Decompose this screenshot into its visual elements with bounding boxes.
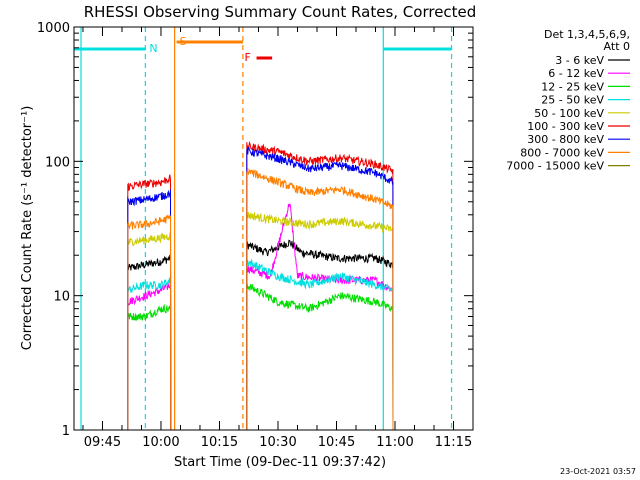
flag-label-F: F	[245, 51, 251, 64]
series-line-4	[127, 277, 172, 431]
y-axis-ticks: 1 10 100 1000	[37, 21, 473, 439]
x-tick-label: 10:15	[201, 435, 238, 450]
y-tick-label: 1	[62, 424, 70, 439]
x-tick-label: 11:00	[376, 435, 413, 450]
legend-entry-label: 12 - 25 keV	[541, 80, 604, 93]
series-line-7	[246, 146, 394, 431]
y-tick-label: 1000	[37, 21, 70, 36]
series-line-8	[246, 167, 394, 431]
series-line-5	[127, 232, 172, 431]
legend-header: Det 1,3,4,5,6,9,	[544, 28, 630, 41]
legend-entry-label: 100 - 300 keV	[527, 120, 604, 133]
count-rate-series	[127, 141, 394, 431]
mode-change-lines	[80, 27, 453, 430]
legend-entry-label: 25 - 50 keV	[541, 94, 604, 107]
x-axis-ticks: 09:45 10:00 10:15 10:30 10:45 11:00 11:15	[82, 27, 474, 450]
footer-date: 23-Oct-2021 03:57	[560, 467, 636, 476]
flag-label-N: N	[149, 42, 157, 55]
series-line-2	[246, 203, 394, 431]
series-line-7	[127, 189, 172, 431]
x-axis-label: Start Time (09-Dec-11 09:37:42)	[174, 455, 386, 470]
series-line-2	[127, 282, 172, 431]
chart-title: RHESSI Observing Summary Count Rates, Co…	[84, 3, 477, 21]
series-line-6	[246, 141, 394, 431]
series-line-3	[127, 303, 172, 431]
series-line-8	[127, 214, 172, 431]
legend-entry-label: 7000 - 15000 keV	[506, 160, 604, 173]
flag-label-S: S	[180, 35, 187, 48]
series-line-4	[246, 258, 394, 431]
plot-frame	[73, 26, 474, 431]
x-tick-label: 10:00	[142, 435, 179, 450]
x-tick-label: 09:45	[84, 435, 121, 450]
y-tick-label: 100	[45, 155, 70, 170]
y-axis-label: Corrected Count Rate (s⁻¹ detector⁻¹)	[20, 106, 35, 351]
y-tick-label: 10	[53, 290, 70, 305]
legend-entry-label: 300 - 800 keV	[527, 133, 604, 146]
legend-entry-label: 3 - 6 keV	[555, 54, 604, 67]
series-line-1	[246, 239, 394, 431]
legend-entry-label: 50 - 100 keV	[534, 107, 604, 120]
series-line-3	[246, 283, 394, 431]
series-line-6	[127, 174, 172, 431]
observing-flags: N S F	[74, 35, 452, 64]
x-tick-label: 11:15	[435, 435, 472, 450]
legend-header: Att 0	[604, 40, 630, 53]
series-line-1	[127, 254, 172, 431]
legend-entry-label: 6 - 12 keV	[548, 67, 604, 80]
legend-entry-label: 800 - 7000 keV	[520, 146, 604, 159]
x-tick-label: 10:30	[259, 435, 296, 450]
x-tick-label: 10:45	[318, 435, 355, 450]
series-line-5	[246, 211, 394, 431]
